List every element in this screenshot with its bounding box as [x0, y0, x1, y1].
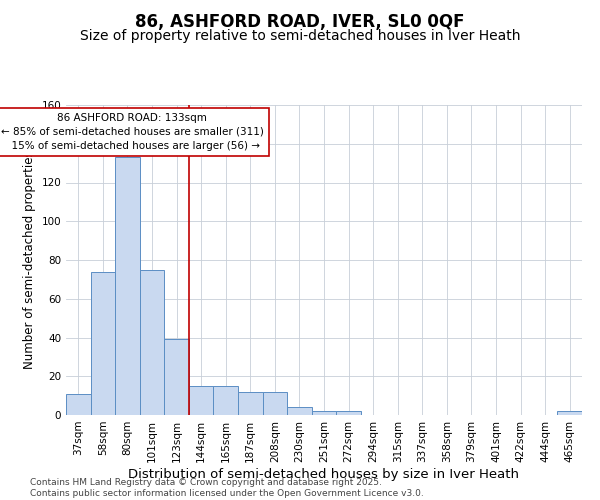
Bar: [115, 158, 140, 415]
Bar: [214, 386, 238, 415]
Bar: [557, 411, 582, 415]
Bar: [91, 272, 115, 415]
Bar: [164, 340, 189, 415]
Bar: [189, 386, 214, 415]
Bar: [263, 392, 287, 415]
Text: Size of property relative to semi-detached houses in Iver Heath: Size of property relative to semi-detach…: [80, 29, 520, 43]
Bar: [287, 407, 312, 415]
Bar: [238, 392, 263, 415]
Bar: [140, 270, 164, 415]
X-axis label: Distribution of semi-detached houses by size in Iver Heath: Distribution of semi-detached houses by …: [128, 468, 520, 480]
Bar: [336, 411, 361, 415]
Bar: [312, 411, 336, 415]
Bar: [66, 394, 91, 415]
Text: 86, ASHFORD ROAD, IVER, SL0 0QF: 86, ASHFORD ROAD, IVER, SL0 0QF: [135, 12, 465, 30]
Text: Contains HM Land Registry data © Crown copyright and database right 2025.
Contai: Contains HM Land Registry data © Crown c…: [30, 478, 424, 498]
Text: 86 ASHFORD ROAD: 133sqm
← 85% of semi-detached houses are smaller (311)
  15% of: 86 ASHFORD ROAD: 133sqm ← 85% of semi-de…: [1, 113, 264, 151]
Y-axis label: Number of semi-detached properties: Number of semi-detached properties: [23, 150, 36, 370]
